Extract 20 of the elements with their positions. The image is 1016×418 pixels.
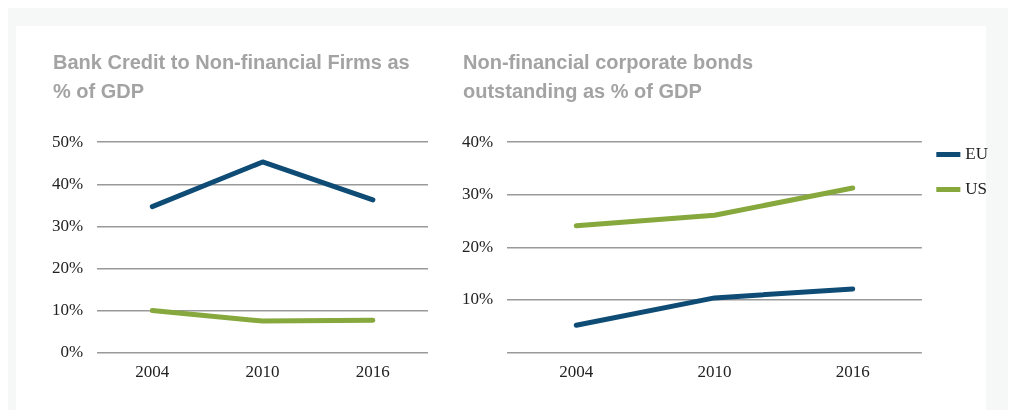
y-tick-label: 0% bbox=[60, 342, 84, 362]
legend-label: EU bbox=[965, 143, 989, 163]
chart-title: Bank Credit to Non-financial Firms as % of GDP bbox=[53, 50, 411, 104]
y-tick-label: 40% bbox=[51, 173, 84, 193]
y-tick-label: 30% bbox=[51, 215, 84, 235]
y-tick-label: 20% bbox=[461, 236, 494, 256]
y-tick-label: 10% bbox=[461, 289, 494, 309]
legend-label: US bbox=[965, 178, 988, 198]
chart-title: Non-financial corporate bonds outstanding as % of GDP bbox=[463, 50, 755, 104]
y-tick-label: 20% bbox=[51, 257, 84, 277]
x-tick-label: 2010 bbox=[245, 362, 280, 382]
y-tick-label: 30% bbox=[461, 184, 494, 204]
y-tick-label: 10% bbox=[51, 299, 84, 319]
x-tick-label: 2004 bbox=[559, 362, 594, 382]
x-tick-label: 2016 bbox=[835, 362, 870, 382]
y-tick-label: 50% bbox=[51, 131, 84, 151]
y-tick-label: 40% bbox=[461, 131, 494, 151]
x-tick-label: 2016 bbox=[355, 362, 390, 382]
x-tick-label: 2004 bbox=[135, 362, 170, 382]
x-tick-label: 2010 bbox=[697, 362, 732, 382]
